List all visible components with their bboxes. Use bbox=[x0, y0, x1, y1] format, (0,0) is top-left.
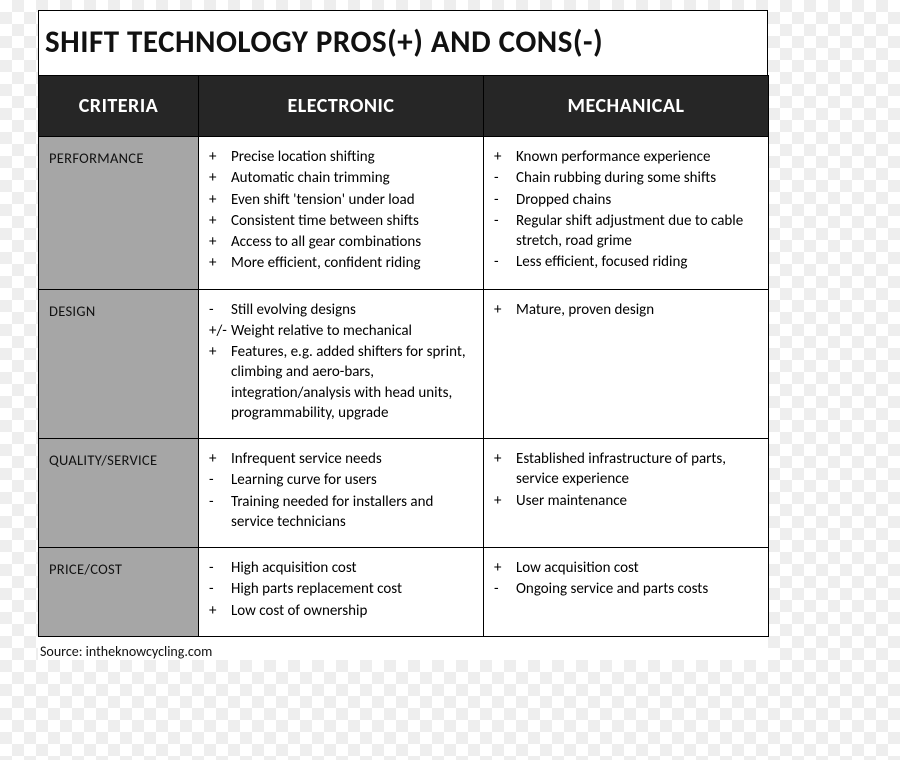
sign-label: + bbox=[207, 232, 231, 252]
item-text: Infrequent service needs bbox=[231, 449, 473, 469]
list-item: +More efficient, confident riding bbox=[207, 253, 473, 273]
list-item: -High acquisition cost bbox=[207, 558, 473, 578]
sign-label: + bbox=[207, 168, 231, 188]
header-criteria: CRITERIA bbox=[39, 76, 199, 137]
sign-label: + bbox=[207, 147, 231, 167]
list-item: -Regular shift adjustment due to cable s… bbox=[492, 211, 758, 252]
list-item: +Low cost of ownership bbox=[207, 601, 473, 621]
comparison-table: CRITERIA ELECTRONIC MECHANICAL PERFORMAN… bbox=[38, 75, 769, 637]
item-text: Known performance experience bbox=[516, 147, 758, 167]
item-text: Precise location shifting bbox=[231, 147, 473, 167]
item-text: Regular shift adjustment due to cable st… bbox=[516, 211, 758, 252]
list-item: +Even shift 'tension' under load bbox=[207, 190, 473, 210]
list-item: -Training needed for installers and serv… bbox=[207, 492, 473, 533]
mechanical-cell: +Known performance experience-Chain rubb… bbox=[484, 137, 769, 290]
criteria-cell: PERFORMANCE bbox=[39, 137, 199, 290]
electronic-cell: +Precise location shifting+Automatic cha… bbox=[199, 137, 484, 290]
item-text: Access to all gear combinations bbox=[231, 232, 473, 252]
list-item: +Infrequent service needs bbox=[207, 449, 473, 469]
list-item: -Dropped chains bbox=[492, 190, 758, 210]
criteria-cell: DESIGN bbox=[39, 289, 199, 439]
sign-label: + bbox=[207, 253, 231, 273]
table-row: DESIGN-Still evolving designs+/-Weight r… bbox=[39, 289, 769, 439]
sign-label: - bbox=[492, 579, 516, 599]
item-text: Mature, proven design bbox=[516, 300, 758, 320]
item-text: Even shift 'tension' under load bbox=[231, 190, 473, 210]
list-item: +Known performance experience bbox=[492, 147, 758, 167]
list-item: +Features, e.g. added shifters for sprin… bbox=[207, 342, 473, 423]
page-title: SHIFT TECHNOLOGY PROS(+) AND CONS(-) bbox=[38, 10, 768, 75]
sign-label: +/- bbox=[207, 321, 231, 341]
header-electronic: ELECTRONIC bbox=[199, 76, 484, 137]
list-item: +Access to all gear combinations bbox=[207, 232, 473, 252]
item-text: Training needed for installers and servi… bbox=[231, 492, 473, 533]
mechanical-cell: +Low acquisition cost-Ongoing service an… bbox=[484, 548, 769, 637]
list-item: +Consistent time between shifts bbox=[207, 211, 473, 231]
list-item: +/-Weight relative to mechanical bbox=[207, 321, 473, 341]
sign-label: + bbox=[492, 449, 516, 469]
item-text: Dropped chains bbox=[516, 190, 758, 210]
list-item: -Ongoing service and parts costs bbox=[492, 579, 758, 599]
list-item: -High parts replacement cost bbox=[207, 579, 473, 599]
item-text: Low cost of ownership bbox=[231, 601, 473, 621]
sign-label: + bbox=[492, 491, 516, 511]
criteria-cell: PRICE/COST bbox=[39, 548, 199, 637]
item-text: Learning curve for users bbox=[231, 470, 473, 490]
list-item: +Low acquisition cost bbox=[492, 558, 758, 578]
sign-label: + bbox=[207, 190, 231, 210]
item-text: Low acquisition cost bbox=[516, 558, 758, 578]
item-text: High acquisition cost bbox=[231, 558, 473, 578]
comparison-panel: SHIFT TECHNOLOGY PROS(+) AND CONS(-) CRI… bbox=[38, 10, 768, 660]
electronic-cell: -High acquisition cost-High parts replac… bbox=[199, 548, 484, 637]
list-item: -Chain rubbing during some shifts bbox=[492, 168, 758, 188]
item-text: Still evolving designs bbox=[231, 300, 473, 320]
electronic-cell: +Infrequent service needs-Learning curve… bbox=[199, 439, 484, 548]
item-text: Established infrastructure of parts, ser… bbox=[516, 449, 758, 490]
criteria-cell: QUALITY/SERVICE bbox=[39, 439, 199, 548]
sign-label: - bbox=[492, 252, 516, 272]
item-text: Automatic chain trimming bbox=[231, 168, 473, 188]
table-row: PERFORMANCE+Precise location shifting+Au… bbox=[39, 137, 769, 290]
item-text: User maintenance bbox=[516, 491, 758, 511]
sign-label: - bbox=[492, 168, 516, 188]
sign-label: + bbox=[492, 558, 516, 578]
list-item: +Established infrastructure of parts, se… bbox=[492, 449, 758, 490]
item-text: Features, e.g. added shifters for sprint… bbox=[231, 342, 473, 423]
item-text: Consistent time between shifts bbox=[231, 211, 473, 231]
sign-label: - bbox=[207, 492, 231, 512]
sign-label: - bbox=[492, 211, 516, 231]
table-row: QUALITY/SERVICE+Infrequent service needs… bbox=[39, 439, 769, 548]
list-item: +Automatic chain trimming bbox=[207, 168, 473, 188]
header-mechanical: MECHANICAL bbox=[484, 76, 769, 137]
mechanical-cell: +Mature, proven design bbox=[484, 289, 769, 439]
list-item: +Mature, proven design bbox=[492, 300, 758, 320]
item-text: High parts replacement cost bbox=[231, 579, 473, 599]
sign-label: + bbox=[492, 300, 516, 320]
sign-label: + bbox=[207, 601, 231, 621]
sign-label: - bbox=[207, 300, 231, 320]
sign-label: - bbox=[207, 579, 231, 599]
list-item: -Still evolving designs bbox=[207, 300, 473, 320]
header-row: CRITERIA ELECTRONIC MECHANICAL bbox=[39, 76, 769, 137]
item-text: Less efficient, focused riding bbox=[516, 252, 758, 272]
sign-label: - bbox=[207, 470, 231, 490]
sign-label: + bbox=[207, 211, 231, 231]
list-item: +User maintenance bbox=[492, 491, 758, 511]
sign-label: - bbox=[492, 190, 516, 210]
table-row: PRICE/COST-High acquisition cost-High pa… bbox=[39, 548, 769, 637]
item-text: Ongoing service and parts costs bbox=[516, 579, 758, 599]
item-text: More efficient, confident riding bbox=[231, 253, 473, 273]
sign-label: + bbox=[207, 342, 231, 362]
sign-label: - bbox=[207, 558, 231, 578]
electronic-cell: -Still evolving designs+/-Weight relativ… bbox=[199, 289, 484, 439]
sign-label: + bbox=[207, 449, 231, 469]
list-item: +Precise location shifting bbox=[207, 147, 473, 167]
mechanical-cell: +Established infrastructure of parts, se… bbox=[484, 439, 769, 548]
list-item: -Learning curve for users bbox=[207, 470, 473, 490]
item-text: Weight relative to mechanical bbox=[231, 321, 473, 341]
source-citation: Source: intheknowcycling.com bbox=[38, 637, 768, 660]
item-text: Chain rubbing during some shifts bbox=[516, 168, 758, 188]
sign-label: + bbox=[492, 147, 516, 167]
list-item: -Less efficient, focused riding bbox=[492, 252, 758, 272]
